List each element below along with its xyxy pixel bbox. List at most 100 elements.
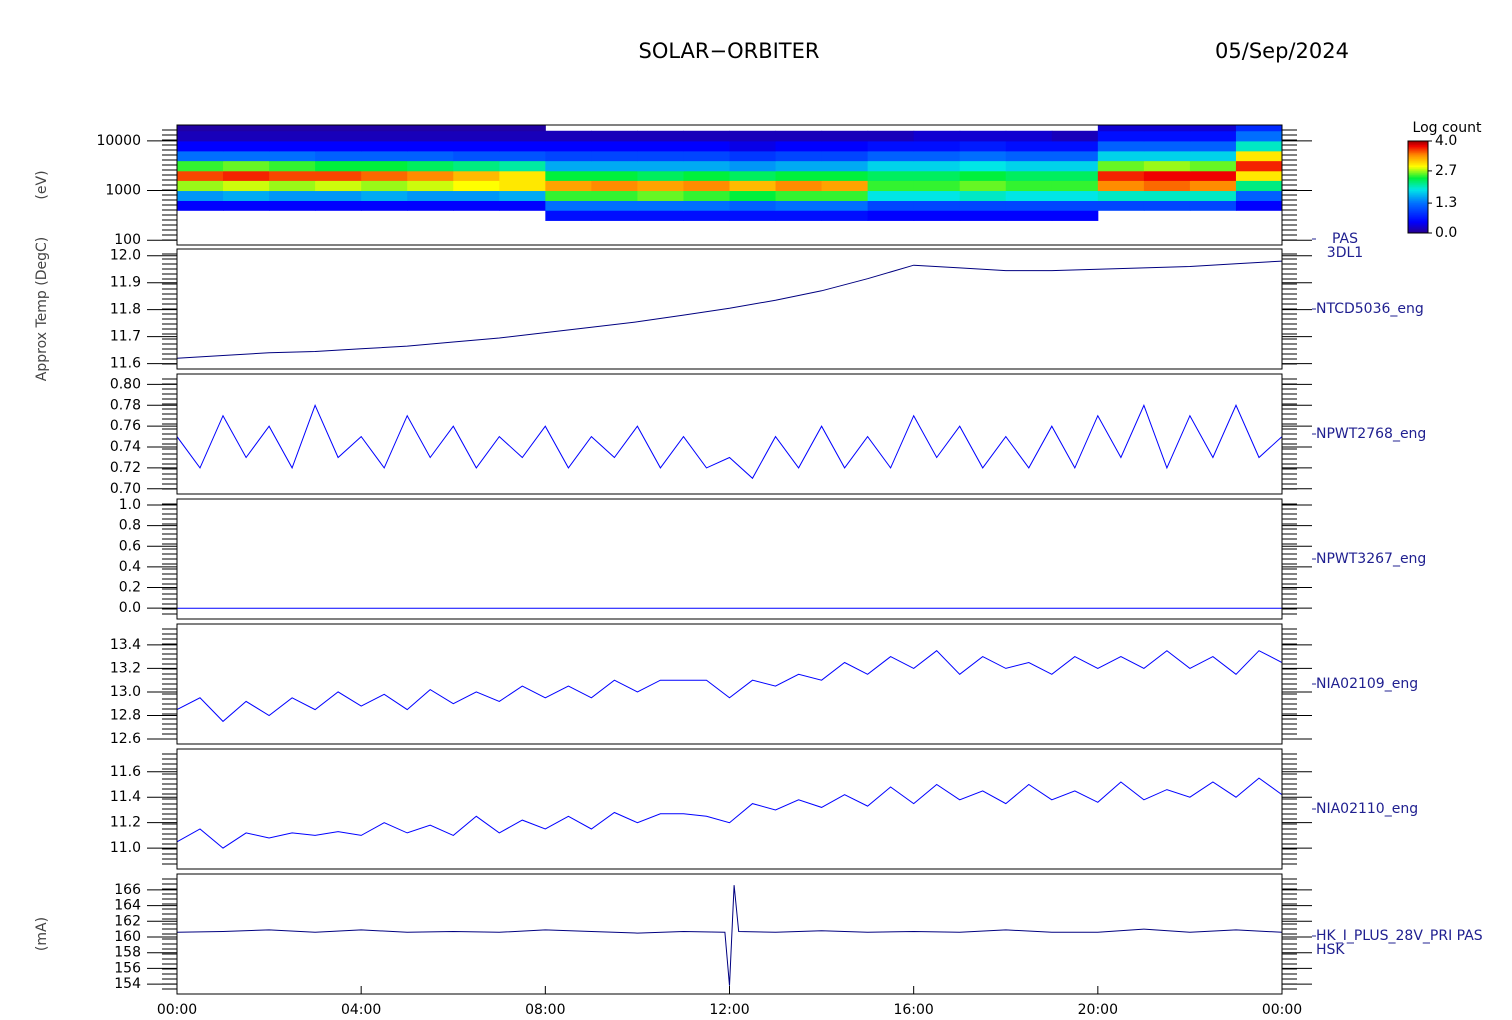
heat-cell <box>913 180 961 192</box>
heat-cell <box>453 200 500 211</box>
heat-cell <box>361 130 408 142</box>
heat-cell <box>729 210 777 221</box>
colorbar-strip <box>1408 141 1428 144</box>
heat-cell <box>591 130 638 142</box>
panel-frame <box>176 748 1283 870</box>
heat-cell <box>361 190 408 202</box>
heat-cell <box>867 210 915 221</box>
heat-cell <box>775 210 823 221</box>
heat-cell <box>407 125 454 132</box>
colorbar-tick-label: 2.7 <box>1435 163 1457 179</box>
heat-cell <box>223 200 270 211</box>
heat-cell <box>361 140 408 152</box>
heat-cell <box>913 150 961 162</box>
heat-cell <box>591 210 638 221</box>
heat-cell <box>1005 190 1053 202</box>
heat-cell <box>1235 190 1282 202</box>
heat-cell <box>775 150 823 162</box>
heat-cell <box>545 140 592 152</box>
y-tick-label: 12.8 <box>110 708 141 724</box>
colorbar-strip <box>1408 185 1428 188</box>
heat-cell <box>1051 160 1099 172</box>
colorbar-strip <box>1408 173 1428 176</box>
colorbar-strip <box>1408 191 1428 194</box>
colorbar-strip <box>1408 147 1428 150</box>
colorbar-strip <box>1408 211 1428 214</box>
x-tick-label: 16:00 <box>893 1002 933 1018</box>
heat-cell <box>453 170 500 181</box>
heat-cell <box>1097 150 1145 162</box>
heat-cell <box>545 150 592 162</box>
panel <box>177 403 1282 480</box>
heat-cell <box>407 180 454 192</box>
heat-cell <box>1189 125 1237 132</box>
heat-cell <box>1051 180 1099 192</box>
y-tick-label: 13.4 <box>110 637 141 653</box>
y-tick-label: 0.8 <box>119 518 141 534</box>
heat-cell <box>867 160 915 172</box>
heat-cell <box>223 150 270 162</box>
heat-cell <box>223 170 270 181</box>
heat-cell <box>591 200 638 211</box>
colorbar-strip <box>1408 161 1428 164</box>
colorbar-strip <box>1408 199 1428 202</box>
heat-cell <box>223 190 270 202</box>
colorbar-strip <box>1408 145 1428 148</box>
heat-cell <box>729 180 777 192</box>
series-line <box>177 260 1282 359</box>
colorbar-strip <box>1408 171 1428 174</box>
heat-cell <box>1005 200 1053 211</box>
heat-cell <box>821 190 869 202</box>
heat-cell <box>177 160 224 172</box>
heat-cell <box>913 160 961 172</box>
heat-cell <box>1005 170 1053 181</box>
heat-cell <box>223 180 270 192</box>
heat-cell <box>959 210 1007 221</box>
heat-cell <box>177 125 224 132</box>
heat-cell <box>959 150 1007 162</box>
panel <box>177 885 1282 986</box>
heat-cell <box>1143 150 1191 162</box>
heat-cell <box>1097 200 1145 211</box>
heat-cell <box>499 150 546 162</box>
colorbar-strip <box>1408 231 1428 234</box>
heat-cell <box>959 130 1007 142</box>
colorbar-strip <box>1408 179 1428 182</box>
heat-cell <box>1143 200 1191 211</box>
y-tick-label: 164 <box>114 898 141 914</box>
y-tick-label: 13.2 <box>110 660 141 676</box>
colorbar-strip <box>1408 225 1428 228</box>
heat-cell <box>499 125 546 132</box>
heat-cell <box>959 140 1007 152</box>
y-tick-label: 10000 <box>96 133 141 149</box>
colorbar-strip <box>1408 215 1428 218</box>
heat-cell <box>959 170 1007 181</box>
heat-cell <box>361 150 408 162</box>
panel-frame <box>176 373 1283 495</box>
colorbar-strip <box>1408 159 1428 162</box>
heat-cell <box>315 150 362 162</box>
colorbar-strip <box>1408 153 1428 156</box>
heat-cell <box>315 190 362 202</box>
heat-cell <box>1189 170 1237 181</box>
heat-cell <box>775 140 823 152</box>
panel-label: HK_I_PLUS_28V_PRI PAS <box>1316 928 1483 944</box>
heat-cell <box>1235 150 1282 162</box>
y-tick-label: 12.6 <box>110 731 141 747</box>
y-tick-label: 0.6 <box>119 538 141 554</box>
heat-cell <box>1235 170 1282 181</box>
heat-cell <box>591 160 638 172</box>
heat-cell <box>1189 130 1237 142</box>
heat-cell <box>1189 150 1237 162</box>
heat-cell <box>453 190 500 202</box>
colorbar-strip <box>1408 189 1428 192</box>
heat-cell <box>315 130 362 142</box>
y-tick-label: 0.4 <box>119 559 141 575</box>
heat-cell <box>1005 210 1053 221</box>
heat-cell <box>637 190 684 202</box>
y-tick-label: 11.6 <box>110 356 141 372</box>
heat-cell <box>1189 190 1237 202</box>
heat-cell <box>867 200 915 211</box>
y-tick-label: 154 <box>114 976 141 992</box>
heat-cell <box>1189 180 1237 192</box>
